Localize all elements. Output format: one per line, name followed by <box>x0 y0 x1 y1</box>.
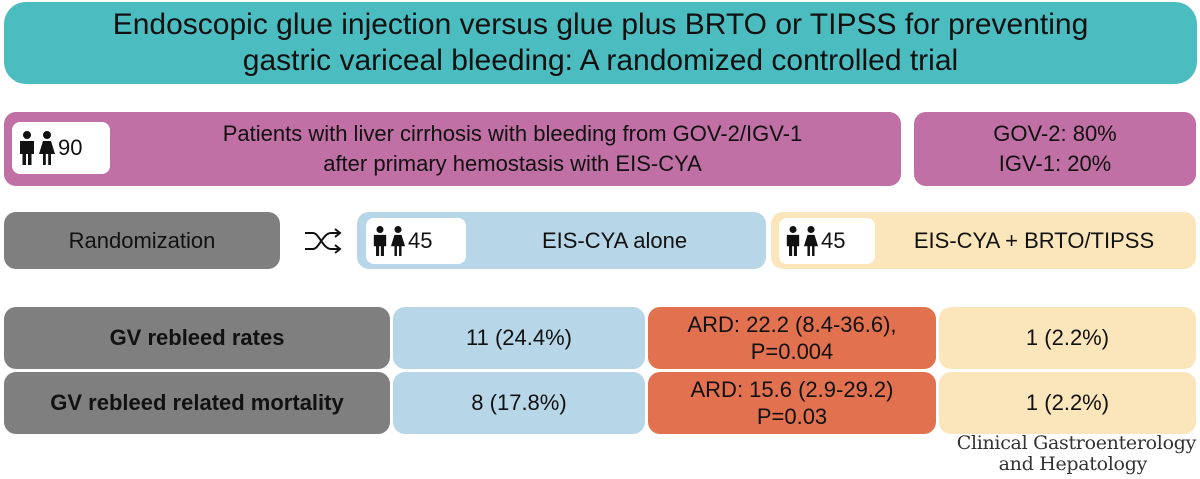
title-line-1: Endoscopic glue injection versus glue pl… <box>112 8 1089 41</box>
arm-b-count-chip: 45 <box>779 218 875 264</box>
outcome-rebleed-ard: ARD: 22.2 (8.4-36.6), P=0.004 <box>648 307 936 369</box>
p-value: P=0.004 <box>750 339 834 364</box>
journal-line-2: and Hepatology <box>998 453 1148 475</box>
arm-b-label: EIS-CYA + BRTO/TIPSS <box>913 227 1155 253</box>
outcome-label-mortality: GV rebleed related mortality <box>4 372 390 434</box>
subtype-gov2: GOV-2: 80% <box>993 121 1117 146</box>
variceal-subtype-box: GOV-2: 80% IGV-1: 20% <box>914 112 1196 186</box>
journal-logo: Clinical Gastroenterology and Hepatology <box>940 432 1197 475</box>
subtype-igv1: IGV-1: 20% <box>998 151 1112 176</box>
woman-icon <box>390 226 406 256</box>
arm-glue-alone: 45 EIS-CYA alone <box>357 212 766 269</box>
shuffle-icon <box>305 228 342 254</box>
population-line-2: after primary hemostasis with EIS-CYA <box>323 151 702 176</box>
outcome-mortality-ard: ARD: 15.6 (2.9-29.2) P=0.03 <box>648 372 936 434</box>
ard-value: ARD: 22.2 (8.4-36.6), <box>687 312 897 337</box>
arm-a-label: EIS-CYA alone <box>541 227 688 253</box>
population-line-1: Patients with liver cirrhosis with bleed… <box>222 121 803 146</box>
title-banner: Endoscopic glue injection versus glue pl… <box>4 2 1197 84</box>
population-box: 90 Patients with liver cirrhosis with bl… <box>4 112 901 186</box>
outcome-rebleed-arm-b: 1 (2.2%) <box>939 307 1196 369</box>
arm-glue-plus-brto-tipss: 45 EIS-CYA + BRTO/TIPSS <box>771 212 1196 269</box>
woman-icon <box>39 131 55 165</box>
outcome-mortality-arm-a: 8 (17.8%) <box>393 372 645 434</box>
outcome-mortality-arm-b: 1 (2.2%) <box>939 372 1196 434</box>
journal-line-1: Clinical Gastroenterology <box>956 432 1197 454</box>
ard-value: ARD: 15.6 (2.9-29.2) <box>690 377 894 402</box>
man-icon <box>20 131 34 165</box>
woman-icon <box>803 226 819 256</box>
arm-b-count: 45 <box>821 228 846 253</box>
man-icon <box>786 226 800 256</box>
arm-a-count-chip: 45 <box>366 218 466 264</box>
man-icon <box>373 226 387 256</box>
population-count-chip: 90 <box>12 122 110 174</box>
outcome-label-rebleed: GV rebleed rates <box>4 307 390 369</box>
title-line-2: gastric variceal bleeding: A randomized … <box>242 44 959 77</box>
p-value: P=0.03 <box>756 404 828 429</box>
population-count: 90 <box>58 135 83 160</box>
population-description: Patients with liver cirrhosis with bleed… <box>124 112 901 186</box>
randomization-box: Randomization <box>4 212 280 269</box>
arm-a-count: 45 <box>408 228 433 253</box>
outcome-rebleed-arm-a: 11 (24.4%) <box>393 307 645 369</box>
